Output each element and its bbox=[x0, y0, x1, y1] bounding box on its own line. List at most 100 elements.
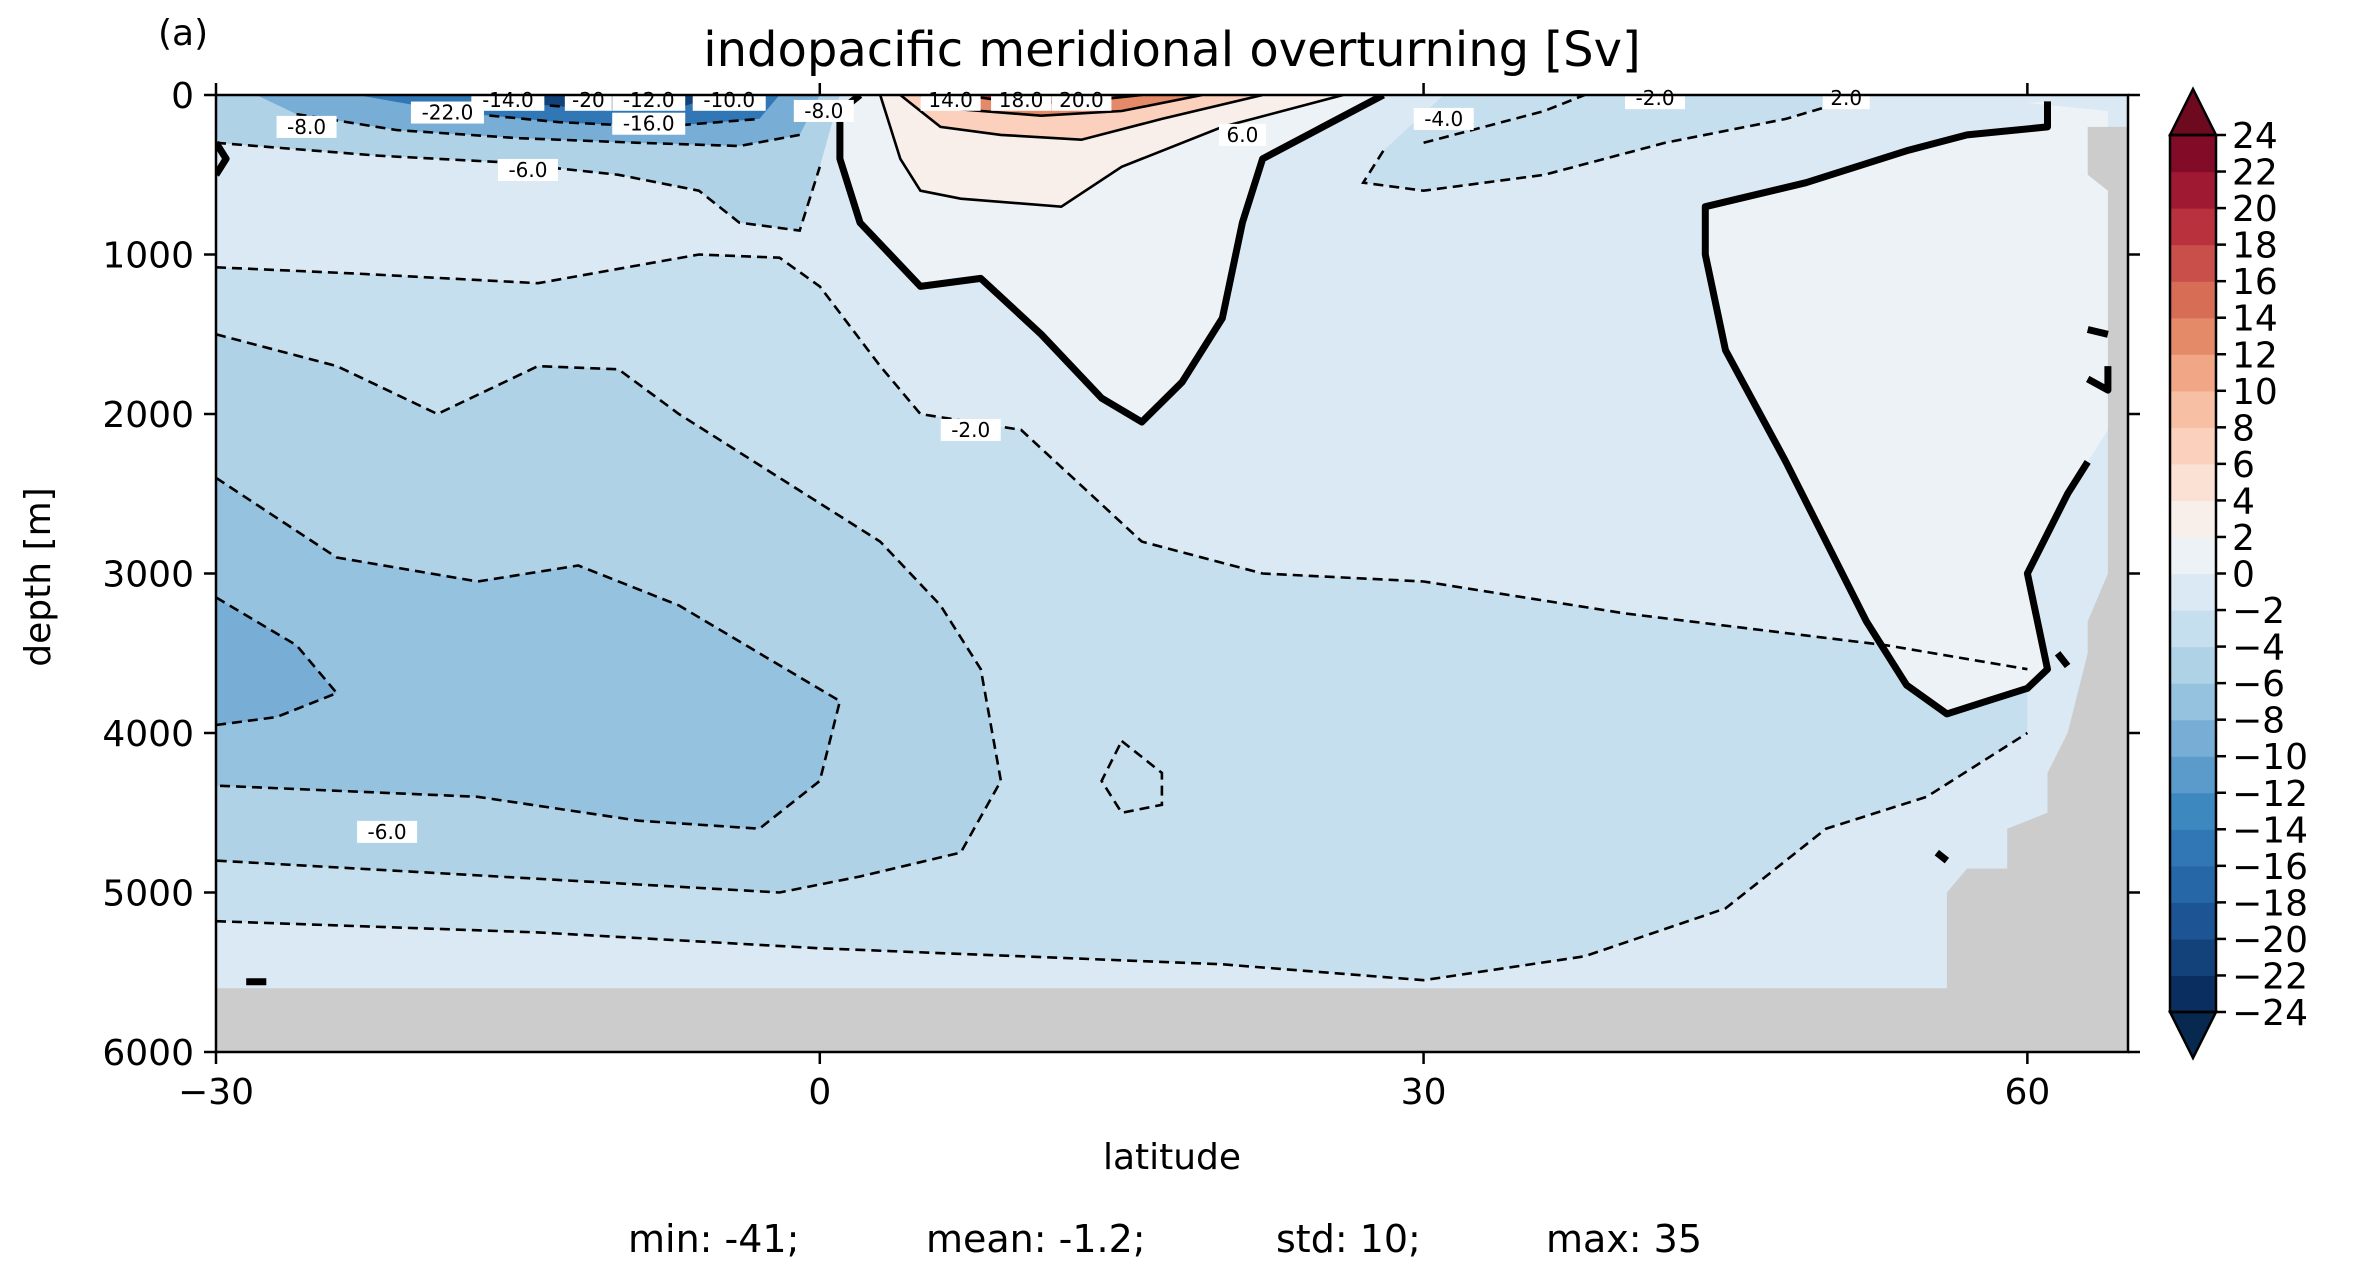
contour-label: -2.0 bbox=[940, 418, 1001, 442]
contour-label: -8.0 bbox=[793, 99, 854, 123]
colorbar-tick-label: 18 bbox=[2232, 226, 2278, 267]
svg-text:20.0: 20.0 bbox=[1059, 88, 1104, 112]
svg-text:-8.0: -8.0 bbox=[804, 99, 843, 123]
colorbar-swatch bbox=[2170, 902, 2216, 940]
contour-positive bbox=[960, 95, 1142, 105]
svg-text:-10.0: -10.0 bbox=[703, 88, 755, 112]
colorbar: −24−22−20−18−16−14−12−10−8−6−4−202468101… bbox=[2167, 86, 2308, 1061]
svg-text:-6.0: -6.0 bbox=[508, 158, 547, 182]
svg-text:2.0: 2.0 bbox=[1830, 86, 1862, 110]
cell-neg-8-10 bbox=[216, 597, 337, 725]
colorbar-tick-label: −12 bbox=[2232, 774, 2308, 815]
y-tick-label: 0 bbox=[171, 76, 194, 117]
contour-label: 6.0 bbox=[1218, 123, 1266, 147]
x-axis-label: latitude bbox=[1103, 1137, 1241, 1178]
stat-max: max: 35 bbox=[1546, 1217, 1702, 1261]
colorbar-swatch bbox=[2170, 536, 2216, 575]
cell-neg-6-8 bbox=[216, 477, 840, 829]
contour-zero bbox=[2054, 651, 2071, 669]
contour-negative bbox=[216, 596, 339, 727]
colorbar-tick-label: 24 bbox=[2232, 116, 2278, 157]
contour-zero bbox=[2086, 326, 2109, 338]
colorbar-tick-label: 10 bbox=[2232, 372, 2278, 413]
colorbar-tick-label: −8 bbox=[2232, 701, 2285, 742]
x-tick-label: 60 bbox=[2004, 1072, 2050, 1113]
contour-label: -2.0 bbox=[1625, 86, 1686, 110]
colorbar-swatch bbox=[2170, 975, 2216, 1013]
colorbar-swatch bbox=[2170, 171, 2216, 209]
contour-negative bbox=[216, 253, 2028, 671]
colorbar-swatch bbox=[2170, 135, 2216, 173]
colorbar-tick-label: 2 bbox=[2232, 518, 2255, 559]
colorbar-tick-label: −2 bbox=[2232, 591, 2285, 632]
contour-negative bbox=[296, 112, 800, 148]
contour-positive bbox=[899, 95, 1263, 142]
colorbar-tick-label: −10 bbox=[2232, 737, 2308, 778]
colorbar-tick-label: 8 bbox=[2232, 408, 2255, 449]
contour-label: -12.0 bbox=[612, 88, 686, 112]
y-tick-label: 1000 bbox=[102, 236, 194, 277]
stat-min: min: -41; bbox=[628, 1217, 799, 1261]
contour-negative bbox=[216, 141, 822, 233]
contour-label: -16.0 bbox=[612, 112, 686, 136]
colorbar-swatch bbox=[2170, 683, 2216, 721]
y-axis-label: depth [m] bbox=[18, 487, 59, 666]
svg-text:14.0: 14.0 bbox=[928, 88, 973, 112]
colorbar-swatch bbox=[2170, 500, 2216, 538]
colorbar-tick-label: −16 bbox=[2232, 847, 2308, 888]
colorbar-tick-label: −24 bbox=[2232, 993, 2308, 1034]
colorbar-tick-label: 4 bbox=[2232, 481, 2255, 522]
colorbar-swatch bbox=[2170, 719, 2216, 757]
svg-text:-16.0: -16.0 bbox=[623, 112, 675, 136]
contour-label: -8.0 bbox=[276, 115, 337, 139]
plot-area bbox=[216, 95, 2128, 1052]
y-tick-label: 4000 bbox=[102, 714, 194, 755]
colorbar-tick-label: 6 bbox=[2232, 445, 2255, 486]
contour-negative bbox=[216, 476, 842, 831]
colorbar-swatch bbox=[2170, 463, 2216, 502]
svg-text:6.0: 6.0 bbox=[1227, 123, 1259, 147]
svg-text:-2.0: -2.0 bbox=[1636, 86, 1675, 110]
colorbar-tick-label: 22 bbox=[2232, 153, 2278, 194]
colorbar-swatch bbox=[2170, 244, 2216, 282]
colorbar-swatch bbox=[2170, 208, 2216, 246]
colorbar-tick-label: −22 bbox=[2232, 956, 2308, 997]
contour-label: -6.0 bbox=[497, 158, 558, 182]
colorbar-tick-label: 0 bbox=[2232, 555, 2255, 596]
colorbar-tick-label: −14 bbox=[2232, 810, 2308, 851]
contour-negative bbox=[457, 111, 760, 129]
contour-label: -10.0 bbox=[692, 88, 766, 112]
contour-zero bbox=[1934, 849, 1950, 864]
y-tick-label: 5000 bbox=[102, 874, 194, 915]
svg-text:-20: -20 bbox=[572, 88, 605, 112]
colorbar-tick-label: 14 bbox=[2232, 299, 2278, 340]
axes: −30 0 30 60 0 1000 2000 3000 4000 5000 6000 bbox=[102, 76, 2140, 1113]
contour-zero bbox=[2086, 366, 2112, 394]
contour-label: -20 bbox=[564, 88, 612, 112]
colorbar-swatch bbox=[2170, 829, 2216, 867]
stat-std: std: 10; bbox=[1276, 1217, 1421, 1261]
contour-negative bbox=[216, 333, 1003, 894]
svg-text:18.0: 18.0 bbox=[999, 88, 1044, 112]
contour-zero bbox=[836, 95, 1385, 426]
contour-zero bbox=[216, 140, 230, 177]
colorbar-swatch bbox=[2170, 610, 2216, 648]
svg-text:-12.0: -12.0 bbox=[623, 88, 675, 112]
contour-negative bbox=[1423, 95, 1586, 145]
contour-label: -6.0 bbox=[357, 820, 418, 844]
colorbar-tick-label: 20 bbox=[2232, 189, 2278, 230]
panel-label: (a) bbox=[158, 13, 208, 54]
colorbar-swatch bbox=[2170, 756, 2216, 794]
contour-label: -22.0 bbox=[410, 101, 484, 125]
colorbar-swatch bbox=[2170, 938, 2216, 977]
contour-negative bbox=[216, 731, 2029, 982]
x-tick-label: 30 bbox=[1401, 1072, 1447, 1113]
y-tick-label: 2000 bbox=[102, 395, 194, 436]
colorbar-tick-label: −6 bbox=[2232, 664, 2285, 705]
x-tick-label: 0 bbox=[808, 1072, 831, 1113]
svg-text:-4.0: -4.0 bbox=[1424, 107, 1463, 131]
colorbar-tick-label: −18 bbox=[2232, 883, 2308, 924]
colorbar-swatch bbox=[2170, 646, 2216, 684]
colorbar-swatch bbox=[2170, 317, 2216, 355]
